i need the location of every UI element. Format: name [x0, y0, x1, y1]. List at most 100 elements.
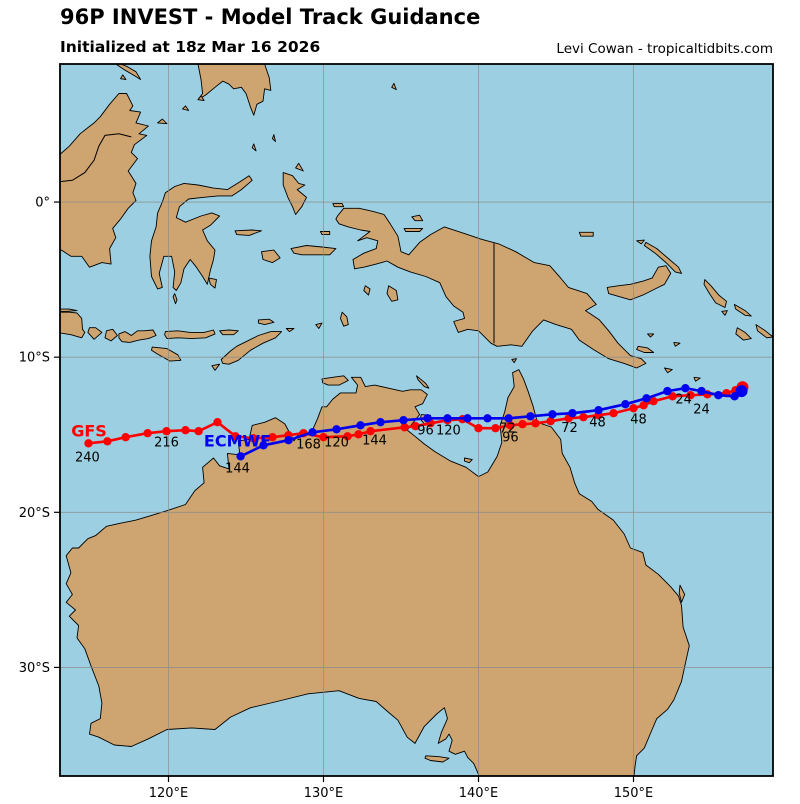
land-basilan: [197, 95, 205, 101]
land-talaud: [271, 134, 276, 143]
page-title: 96P INVEST - Model Track Guidance: [60, 5, 481, 29]
gfs-track-point: [411, 422, 420, 431]
gfs-hour-label: 240: [75, 451, 100, 466]
land-torres-strait-islands: [511, 358, 517, 364]
land-new-britain: [606, 265, 672, 301]
land-rote: [211, 363, 221, 371]
ecmwf-track-point: [423, 414, 432, 423]
ecmwf-track-point: [376, 418, 385, 427]
gfs-track-point: [366, 427, 375, 436]
malaysia-indonesia-border: [60, 133, 132, 183]
ecmwf-track-point: [236, 452, 245, 461]
gfs-track-point: [639, 401, 648, 410]
gfs-track-point: [143, 429, 152, 438]
ecmwf-hour-label: 96: [417, 424, 434, 439]
land-rossel: [693, 376, 701, 382]
ecmwf-track-point: [332, 425, 341, 434]
gfs-track-point: [231, 432, 240, 441]
ecmwf-track-point: [463, 414, 472, 423]
land-buru: [261, 249, 281, 264]
ecmwf-track-point: [308, 428, 317, 437]
gfs-track-point: [668, 392, 677, 401]
gfs-track-point: [319, 433, 328, 442]
land-babar: [315, 322, 323, 329]
land-aru: [386, 285, 399, 302]
ecmwf-hour-label: 144: [225, 462, 250, 477]
gfs-model-label: GFS: [71, 422, 107, 441]
land-biak: [411, 214, 424, 222]
gfs-track-point: [518, 420, 527, 429]
land-borneo: [60, 93, 149, 268]
ecmwf-track-point: [526, 412, 535, 421]
gfs-track-point: [400, 423, 409, 432]
land-sangihe: [251, 143, 257, 152]
land-trobriand: [647, 333, 655, 338]
land-buton: [208, 277, 217, 289]
land-jolo: [182, 105, 190, 111]
ecmwf-track-point: [735, 385, 748, 398]
gfs-track-point: [103, 437, 112, 446]
ecmwf-track-point: [399, 416, 408, 425]
land-sumbawa: [118, 329, 157, 343]
land-seram: [290, 245, 337, 256]
gfs-hour-label: 96: [502, 431, 519, 446]
ecmwf-hour-label: 48: [589, 416, 606, 431]
land-wessel: [416, 375, 430, 389]
y-tick-label: 0°: [35, 196, 50, 211]
ecmwf-track-point: [714, 391, 723, 400]
land-bougainville: [703, 279, 727, 308]
ecmwf-track-point: [284, 436, 293, 445]
gfs-hour-label: 216: [154, 436, 179, 451]
gfs-hour-label: 24: [693, 403, 710, 418]
gfs-hour-label: 72: [561, 421, 578, 436]
land-new-ireland: [643, 241, 682, 274]
credit-text: Levi Cowan - tropicaltidbits.com: [556, 41, 773, 57]
gfs-track-point: [506, 421, 515, 430]
land-new-hanover: [636, 239, 645, 245]
ecmwf-track-point: [697, 386, 706, 396]
land-santa-isabel: [755, 324, 773, 339]
ecmwf-track-point: [594, 406, 603, 415]
ecmwf-hour-label: 24: [675, 393, 692, 408]
land-timor: [220, 331, 283, 365]
gfs-track-point: [194, 427, 203, 436]
gfs-track-point: [268, 433, 277, 442]
ecmwf-track-point: [504, 414, 513, 423]
gfs-track-point: [84, 439, 93, 448]
land-new-georgia: [735, 327, 752, 341]
x-tick-label: 150°E: [614, 786, 654, 800]
gfs-track-point: [546, 417, 555, 426]
gfs-track-point: [629, 404, 638, 413]
land-waigeo: [332, 203, 345, 208]
land-lombok: [104, 328, 118, 342]
gfs-track-point: [491, 424, 500, 433]
land-new-guinea: [335, 207, 647, 369]
land-tanimbar: [340, 311, 349, 327]
gfs-track-point: [343, 432, 352, 441]
y-tick-label: 20°S: [19, 506, 50, 521]
land-yapen: [403, 227, 424, 232]
gfs-track-point: [121, 433, 130, 442]
land-alor: [219, 329, 239, 336]
land-flores: [164, 329, 216, 340]
ecmwf-track-point: [663, 386, 672, 396]
land-dentrecasteaux: [636, 345, 655, 353]
x-tick-label: 140°E: [459, 786, 499, 800]
gfs-hour-label: 144: [362, 434, 387, 449]
gfs-track-point: [686, 391, 695, 400]
y-tick-label: 30°S: [19, 661, 50, 676]
ecmwf-track-point: [483, 414, 492, 423]
land-manus: [578, 231, 594, 237]
gfs-track-point: [649, 397, 658, 406]
init-time-subtitle: Initialized at 18z Mar 16 2026: [60, 38, 321, 56]
gfs-track-point: [474, 424, 483, 433]
land-kai: [363, 285, 371, 296]
land-choiseul: [733, 303, 752, 317]
ecmwf-track-point: [681, 384, 690, 393]
gfs-track-point: [609, 409, 618, 418]
gfs-hour-label: 48: [630, 413, 647, 428]
ecmwf-track-point: [548, 410, 557, 419]
gfs-track-point: [162, 427, 171, 436]
